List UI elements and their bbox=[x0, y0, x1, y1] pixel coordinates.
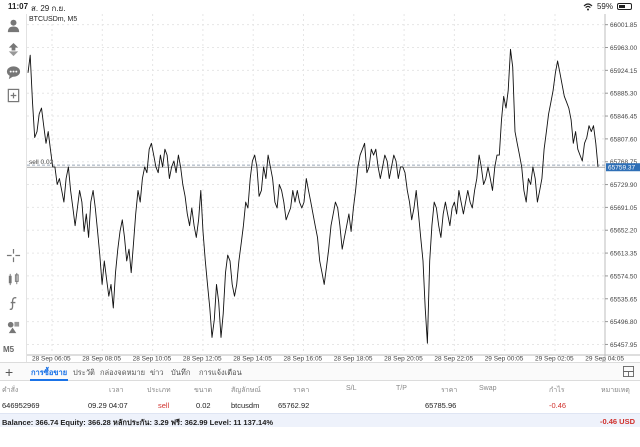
y-tick-label: 65885.30 bbox=[610, 91, 637, 98]
y-tick-label: 65652.20 bbox=[610, 228, 637, 235]
order-profit: -0.46 bbox=[549, 401, 566, 410]
order-current-price: 65785.96 bbox=[425, 401, 456, 410]
account-icon[interactable] bbox=[4, 16, 23, 35]
total-profit: -0.46 USD bbox=[600, 417, 635, 426]
col-sl: S/L bbox=[346, 385, 357, 392]
col-swap: Swap bbox=[479, 385, 497, 392]
objects-icon[interactable] bbox=[4, 318, 23, 337]
y-tick-label: 65846.45 bbox=[610, 114, 637, 121]
battery-fill bbox=[619, 5, 625, 8]
order-type: sell bbox=[158, 401, 169, 410]
wifi-icon bbox=[583, 3, 593, 11]
y-tick-label: 65496.80 bbox=[610, 319, 637, 326]
y-tick-label: 65729.90 bbox=[610, 182, 637, 189]
order-id: 646952969 bbox=[2, 401, 40, 410]
battery-icon bbox=[617, 3, 632, 10]
sell-order-label[interactable]: sell 0.02 bbox=[29, 159, 53, 166]
y-tick-label: 66001.85 bbox=[610, 22, 637, 29]
tab-mailbox[interactable]: กล่องจดหมาย bbox=[100, 367, 145, 379]
trade-table-header: คำสั่ง เวลา ประเภท ขนาด สัญลักษณ์ ราคา S… bbox=[0, 381, 640, 397]
order-volume: 0.02 bbox=[196, 401, 211, 410]
col-profit: กำไร bbox=[549, 385, 564, 396]
chat-icon[interactable] bbox=[4, 63, 23, 82]
y-tick-label: 65963.00 bbox=[610, 45, 637, 52]
col-time: เวลา bbox=[109, 385, 124, 396]
col-type: ประเภท bbox=[147, 385, 171, 396]
indicators-icon[interactable] bbox=[4, 270, 23, 289]
order-open-price: 65762.92 bbox=[278, 401, 309, 410]
add-tab-button[interactable]: + bbox=[5, 364, 13, 380]
table-row[interactable]: 646952969 09.29 04:07 sell 0.02 btcusdm … bbox=[0, 397, 640, 413]
col-current-price: ราคา bbox=[441, 385, 457, 396]
tab-alerts[interactable]: การแจ้งเตือน bbox=[199, 367, 242, 379]
y-tick-label: 65807.60 bbox=[610, 136, 637, 143]
col-symbol: สัญลักษณ์ bbox=[231, 385, 261, 396]
status-indicators: 59% bbox=[583, 2, 632, 11]
left-toolbar: M5 bbox=[0, 14, 27, 362]
tab-journal[interactable]: บันทึก bbox=[171, 367, 190, 379]
y-tick-label: 65924.15 bbox=[610, 68, 637, 75]
timeframe-label[interactable]: M5 bbox=[3, 345, 14, 354]
col-tp: T/P bbox=[396, 385, 407, 392]
layout-icon[interactable] bbox=[623, 366, 634, 377]
y-tick-label: 65613.35 bbox=[610, 251, 637, 258]
price-chart[interactable]: 66001.85 65963.00 65924.15 65885.30 65846.45… bbox=[27, 14, 640, 362]
crosshair-icon[interactable] bbox=[4, 246, 23, 265]
trade-icon[interactable] bbox=[4, 40, 23, 59]
col-volume: ขนาด bbox=[194, 385, 212, 396]
balance-bar: Balance: 366.74 Equity: 366.28 หลักประกั… bbox=[0, 413, 640, 427]
current-price-label: 65759.37 bbox=[608, 165, 635, 172]
col-comment: หมายเหตุ bbox=[601, 385, 630, 396]
chart-symbol-label: BTCUSDm, M5 bbox=[29, 16, 77, 23]
y-tick-label: 65457.95 bbox=[610, 342, 637, 349]
y-tick-label: 65574.50 bbox=[610, 273, 637, 280]
function-icon[interactable] bbox=[4, 294, 23, 313]
order-time: 09.29 04:07 bbox=[88, 401, 128, 410]
tab-history[interactable]: ประวัติ bbox=[73, 367, 95, 379]
status-time: 11:07 bbox=[8, 2, 28, 11]
status-bar: 11:07 ส. 29 ก.ย. 59% bbox=[0, 0, 640, 14]
balance-summary: Balance: 366.74 Equity: 366.28 หลักประกั… bbox=[2, 417, 273, 429]
col-price: ราคา bbox=[293, 385, 309, 396]
y-tick-label: 65691.05 bbox=[610, 205, 637, 212]
col-order: คำสั่ง bbox=[2, 385, 18, 396]
battery-percent: 59% bbox=[597, 2, 613, 11]
new-order-icon[interactable] bbox=[4, 86, 23, 105]
order-symbol: btcusdm bbox=[231, 401, 259, 410]
y-tick-label: 65535.65 bbox=[610, 296, 637, 303]
bottom-tabs: + การซื้อขาย ประวัติ กล่องจดหมาย ข่าว บั… bbox=[0, 362, 640, 381]
chart-canvas[interactable]: 66001.85 65963.00 65924.15 65885.30 65846.45… bbox=[27, 14, 640, 362]
tab-trade[interactable]: การซื้อขาย bbox=[31, 367, 67, 379]
tab-news[interactable]: ข่าว bbox=[150, 367, 164, 379]
